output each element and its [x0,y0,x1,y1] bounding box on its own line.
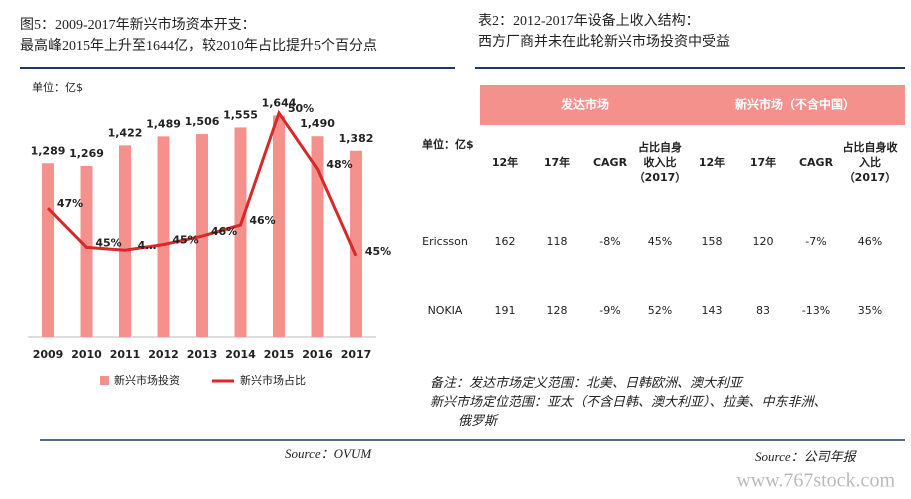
legend-label: 新兴市场占比 [240,373,306,387]
column-header: 占比自身 [638,140,682,154]
bar-label: 1,555 [223,108,258,121]
line-label: 45% [365,245,391,258]
bar-label: 1,269 [69,147,104,160]
x-tick-label: 2016 [302,348,333,361]
column-header: 12年 [699,155,725,169]
bar-label: 1,644 [262,96,297,109]
line [46,109,358,257]
row-label: Ericsson [422,235,468,248]
line-label: 48% [326,158,352,171]
group-header: 新兴市场（不含中国） [735,97,855,112]
bar-label: 1,289 [31,144,66,157]
table-header-band [480,85,905,125]
line-label: 46% [211,225,237,238]
table-cell: 35% [858,304,882,317]
table-cell: 158 [702,235,723,248]
x-tick-label: 2012 [148,348,179,361]
note: 备注：发达市场定义范围：北美、日韩欧洲、澳大利亚 [430,375,744,390]
row-label: NOKIA [428,304,463,317]
note: 俄罗斯 [458,413,499,428]
table-cell: 191 [495,304,516,317]
column-header: 入比 [859,155,881,169]
watermark: www.767stock.com [736,470,895,492]
table-title: 表2：2012-2017年设备上收入结构： [478,12,700,29]
bar [157,136,170,337]
table-cell: 118 [547,235,568,248]
x-tick-label: 2010 [71,348,102,361]
line-label: 4… [138,239,157,252]
table-cell: 120 [753,235,774,248]
legend-label: 新兴市场投资 [114,373,180,387]
column-header: （2017） [634,171,687,184]
unit-label: 单位：亿$ [32,80,83,94]
table-unit: 单位：亿$ [422,137,474,151]
table-cell: -8% [599,235,620,248]
column-header: 12年 [492,155,518,169]
legend-swatch [100,376,109,385]
chart-subtitle: 最高峰2015年上升至1644亿，较2010年占比提升5个百分点 [20,37,377,54]
bar [234,127,247,338]
note: 新兴市场定位范围：亚太（不含日韩、澳大利亚）、拉美、中东非洲、 [430,394,827,409]
table-cell: 46% [858,235,882,248]
column-header: 占比自身收 [843,140,898,154]
line-label: 46% [249,214,275,227]
table-cell: -9% [599,304,620,317]
line-label: 45% [172,234,198,247]
x-tick-label: 2017 [341,348,372,361]
table-subtitle: 西方厂商并未在此轮新兴市场投资中受益 [478,33,730,50]
bar-label: 1,382 [339,132,374,145]
bar [119,145,131,337]
table-cell: 162 [495,235,516,248]
bar-label: 1,490 [300,117,335,130]
bar [42,163,54,337]
table-cell: 52% [648,304,672,317]
column-header: CAGR [799,156,834,169]
bar-label: 1,506 [185,115,220,128]
x-tick-label: 2014 [225,348,256,361]
column-header: 17年 [544,155,570,169]
line-label: 47% [57,197,83,210]
line-label: 50% [288,102,314,115]
x-tick-label: 2013 [187,348,218,361]
table-cell: -7% [805,235,826,248]
source: Source：OVUM [285,446,372,461]
bar-label: 1,489 [146,117,181,130]
bar [311,136,324,337]
source: Source：公司年报 [755,449,858,464]
table-cell: 83 [756,304,770,317]
x-tick-label: 2015 [264,348,295,361]
column-header: （2017） [844,171,897,184]
column-header: 收入比 [644,155,677,169]
table-cell: -13% [802,304,830,317]
bar [350,150,362,337]
table-cell: 143 [702,304,723,317]
group-header: 发达市场 [560,97,609,112]
chart-title: 图5：2009-2017年新兴市场资本开支： [20,16,256,33]
table-cell: 128 [547,304,568,317]
bar-label: 1,422 [108,126,143,139]
column-header: 17年 [750,155,776,169]
line-label: 45% [95,236,121,249]
bar [80,165,93,337]
column-header: CAGR [593,156,628,169]
x-tick-label: 2011 [110,348,141,361]
x-tick-label: 2009 [33,348,64,361]
bar [273,115,285,337]
table-cell: 45% [648,235,672,248]
